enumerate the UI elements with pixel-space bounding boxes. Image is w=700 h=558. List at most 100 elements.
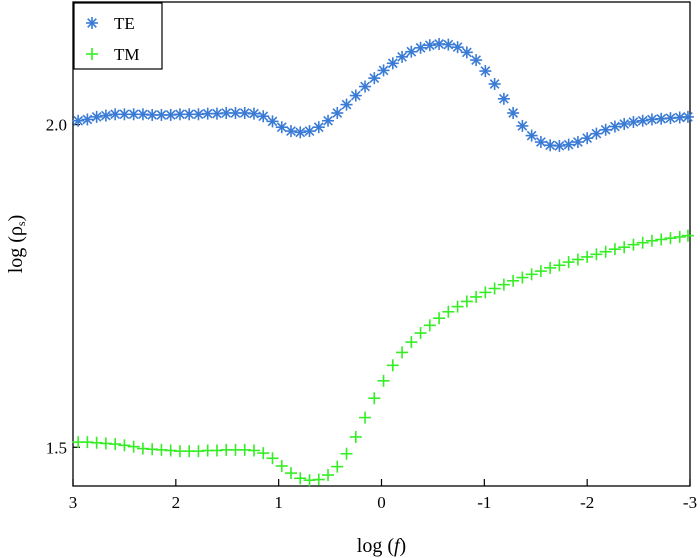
data-point (451, 300, 464, 313)
y-tick-label: 1.5 (46, 438, 67, 457)
data-point (331, 460, 344, 473)
data-point (442, 305, 455, 318)
legend: TE TM (73, 2, 163, 70)
x-tick-label: -2 (580, 493, 594, 512)
legend-tm-symbol (86, 48, 98, 60)
data-point (257, 447, 270, 460)
data-point (109, 108, 122, 121)
data-point (636, 114, 649, 127)
data-point (599, 245, 612, 258)
data-point (673, 230, 686, 243)
y-axis-label-suffix: ) (5, 215, 27, 222)
data-point (516, 119, 529, 132)
data-point (99, 109, 112, 122)
data-point (118, 439, 131, 452)
data-point (322, 114, 335, 127)
data-point (516, 271, 529, 284)
data-point (562, 138, 575, 151)
data-point (312, 121, 325, 134)
data-point (636, 236, 649, 249)
data-point (470, 54, 483, 67)
legend-tm-marker (86, 48, 98, 60)
series-layer (72, 37, 694, 487)
data-point (368, 72, 381, 85)
data-point (571, 253, 584, 266)
data-point (414, 41, 427, 54)
data-point (81, 113, 94, 126)
data-point (664, 232, 677, 245)
data-point (544, 261, 557, 274)
y-axis-ticks: 1.5 2.0 (46, 116, 80, 457)
data-point (127, 440, 140, 453)
data-point (433, 312, 446, 325)
x-tick-label: -1 (477, 493, 491, 512)
data-point (442, 38, 455, 51)
legend-te-label: TE (114, 14, 135, 33)
data-point (581, 250, 594, 263)
data-point (423, 39, 436, 52)
data-point (590, 127, 603, 140)
series-te (72, 37, 694, 152)
data-point (571, 136, 584, 149)
y-tick-label: 2.0 (46, 116, 67, 135)
plot-frame (72, 1, 691, 487)
data-point (599, 123, 612, 136)
data-point (90, 110, 103, 123)
x-axis-label-prefix: log ( (357, 535, 395, 557)
data-point (312, 473, 325, 486)
data-point (451, 41, 464, 54)
y-axis-label-prefix: log (ρ (5, 226, 27, 273)
data-point (127, 108, 140, 121)
data-point (553, 259, 566, 272)
data-point (285, 125, 298, 138)
data-point (405, 45, 418, 58)
legend-te-marker (86, 17, 98, 29)
data-point (681, 229, 694, 242)
data-point (247, 107, 260, 120)
data-point (109, 438, 122, 451)
data-point (396, 50, 409, 63)
data-point (164, 108, 177, 121)
data-point (618, 117, 631, 130)
data-point (681, 110, 694, 123)
data-point (581, 132, 594, 145)
data-point (349, 89, 362, 102)
data-point (285, 467, 298, 480)
x-axis-label-suffix: ) (400, 535, 407, 557)
data-point (460, 295, 473, 308)
data-point (303, 125, 316, 138)
data-point (340, 98, 353, 111)
data-point (507, 106, 520, 119)
data-point (470, 290, 483, 303)
data-point (386, 359, 399, 372)
data-point (275, 121, 288, 134)
data-point (423, 319, 436, 332)
data-point (294, 472, 307, 485)
data-point (359, 411, 372, 424)
data-point (534, 265, 547, 278)
data-point (497, 278, 510, 291)
data-point (507, 274, 520, 287)
x-axis-ticks: 3 2 1 0 -1 -2 -3 (69, 479, 697, 512)
data-point (479, 65, 492, 78)
data-point (414, 327, 427, 340)
data-point (534, 136, 547, 149)
data-point (460, 46, 473, 59)
series-tm (72, 229, 694, 487)
data-point (488, 77, 501, 90)
x-axis-label-var: f (394, 535, 402, 557)
x-tick-label: 2 (172, 493, 181, 512)
data-point (479, 286, 492, 299)
data-point (118, 108, 131, 121)
data-point (359, 80, 372, 93)
data-point (201, 107, 214, 120)
data-point (368, 392, 381, 405)
data-point (349, 430, 362, 443)
data-point (340, 447, 353, 460)
data-point (396, 346, 409, 359)
data-point (294, 126, 307, 139)
x-tick-label: 0 (377, 493, 386, 512)
data-point (618, 241, 631, 254)
data-point (645, 234, 658, 247)
